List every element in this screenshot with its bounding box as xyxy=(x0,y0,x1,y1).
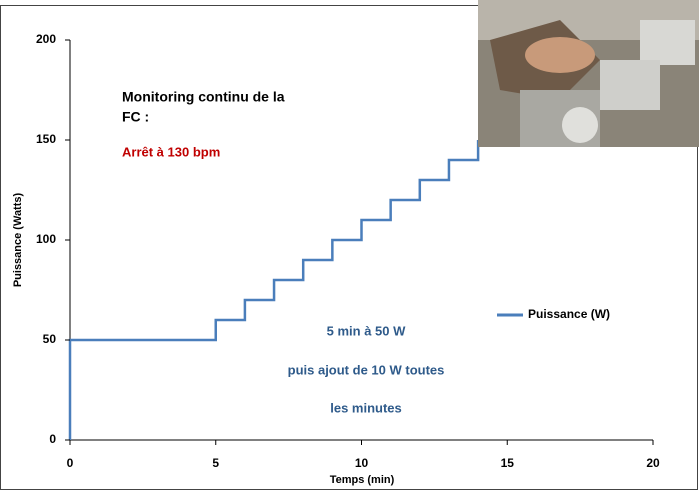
annotation: les minutes xyxy=(330,400,402,415)
plot-area xyxy=(68,140,480,440)
annotation: 5 min à 50 W xyxy=(327,323,406,338)
x-tick-label: 5 xyxy=(212,456,219,470)
legend-label: Puissance (W) xyxy=(528,307,610,321)
x-tick-label: 20 xyxy=(646,456,660,470)
data-line xyxy=(68,140,480,440)
y-tick-label: 150 xyxy=(36,132,56,146)
x-axis-label: Temps (min) xyxy=(330,474,395,486)
x-tick-label: 0 xyxy=(67,456,74,470)
annotation: Arrêt à 130 bpm xyxy=(122,144,220,159)
y-tick-label: 200 xyxy=(36,32,56,46)
photo xyxy=(478,0,699,147)
annotation: Monitoring continu de la xyxy=(122,89,285,105)
y-axis-label: Puissance (Watts) xyxy=(12,192,24,287)
x-tick-label: 15 xyxy=(501,456,515,470)
annotation: FC : xyxy=(122,109,149,125)
y-tick-label: 0 xyxy=(49,432,56,446)
y-tick-label: 50 xyxy=(43,332,57,346)
frame xyxy=(0,5,698,490)
y-tick-label: 100 xyxy=(36,232,56,246)
x-tick-label: 10 xyxy=(355,456,369,470)
annotation: puis ajout de 10 W toutes xyxy=(288,362,445,377)
